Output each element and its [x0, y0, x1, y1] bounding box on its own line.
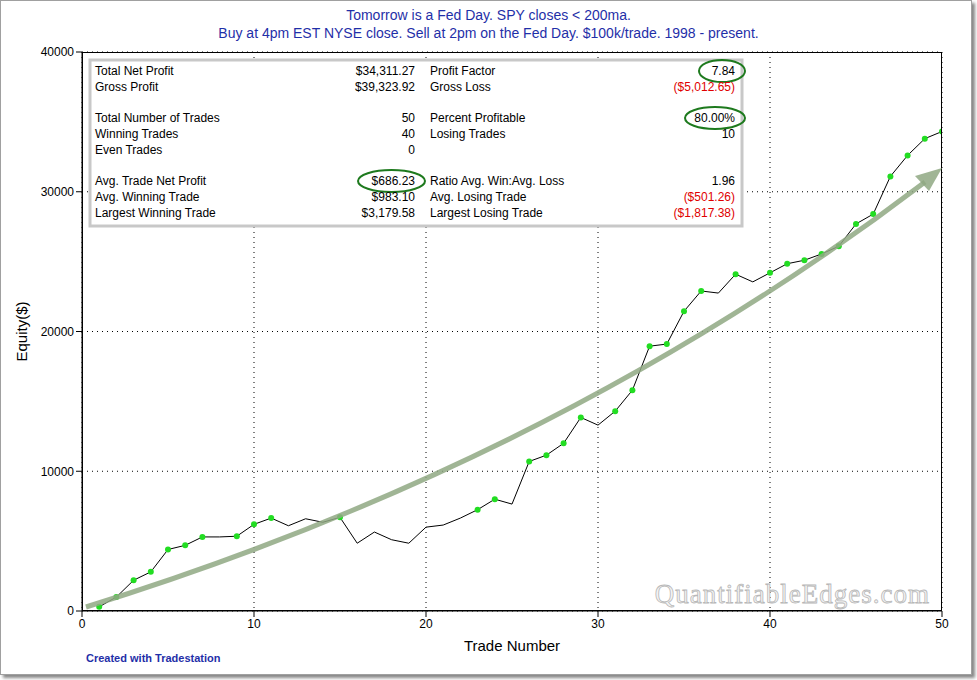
svg-text:0: 0 [408, 143, 415, 157]
svg-text:80.00%: 80.00% [694, 111, 735, 125]
svg-text:40: 40 [763, 617, 777, 631]
svg-text:Total Number of Trades: Total Number of Trades [95, 111, 220, 125]
svg-text:Avg. Trade Net Profit: Avg. Trade Net Profit [95, 174, 207, 188]
svg-text:Percent Profitable: Percent Profitable [430, 111, 526, 125]
svg-text:QuantifiableEdges.com: QuantifiableEdges.com [655, 579, 930, 609]
svg-text:Profit Factor: Profit Factor [430, 64, 495, 78]
svg-text:$39,323.92: $39,323.92 [355, 80, 415, 94]
svg-text:Largest Losing Trade: Largest Losing Trade [430, 206, 543, 220]
svg-text:50: 50 [402, 111, 416, 125]
svg-text:($501.26): ($501.26) [684, 190, 735, 204]
svg-text:$686.23: $686.23 [372, 174, 416, 188]
svg-text:Created with Tradestation: Created with Tradestation [86, 652, 221, 664]
svg-text:20: 20 [419, 617, 433, 631]
svg-text:Ratio Avg. Win:Avg. Loss: Ratio Avg. Win:Avg. Loss [430, 174, 564, 188]
svg-text:Gross Profit: Gross Profit [95, 80, 159, 94]
svg-text:Largest Winning Trade: Largest Winning Trade [95, 206, 216, 220]
svg-text:50: 50 [935, 617, 949, 631]
svg-text:40: 40 [402, 127, 416, 141]
html-text:Tomorrow is a Fed Day. SPY clo: Tomorrow is a Fed Day. SPY closes < 200m… [346, 7, 631, 23]
svg-text:20000: 20000 [41, 325, 75, 339]
svg-text:10000: 10000 [41, 465, 75, 479]
svg-text:$983.10: $983.10 [372, 190, 416, 204]
svg-text:Avg. Winning Trade: Avg. Winning Trade [95, 190, 200, 204]
svg-text:7.84: 7.84 [712, 64, 736, 78]
svg-text:Total Net Profit: Total Net Profit [95, 64, 174, 78]
svg-text:Equity($): Equity($) [13, 301, 30, 361]
svg-text:Even Trades: Even Trades [95, 143, 162, 157]
svg-text:($1,817.38): ($1,817.38) [674, 206, 735, 220]
svg-text:Losing Trades: Losing Trades [430, 127, 505, 141]
svg-text:1.96: 1.96 [712, 174, 736, 188]
html-text:Buy at 4pm EST NYSE close. Sel: Buy at 4pm EST NYSE close. Sell at 2pm o… [218, 25, 759, 41]
svg-text:30000: 30000 [41, 185, 75, 199]
svg-text:$34,311.27: $34,311.27 [356, 64, 415, 78]
svg-text:Avg. Losing Trade: Avg. Losing Trade [430, 190, 527, 204]
svg-text:Winning Trades: Winning Trades [95, 127, 178, 141]
svg-text:$3,179.58: $3,179.58 [362, 206, 416, 220]
svg-text:($5,012.65): ($5,012.65) [674, 80, 735, 94]
svg-text:30: 30 [591, 617, 605, 631]
svg-text:10: 10 [722, 127, 736, 141]
svg-text:0: 0 [67, 604, 74, 618]
svg-text:Trade Number: Trade Number [464, 637, 560, 654]
svg-text:0: 0 [79, 617, 86, 631]
svg-text:40000: 40000 [41, 45, 75, 59]
svg-text:10: 10 [247, 617, 261, 631]
svg-text:Gross Loss: Gross Loss [430, 80, 491, 94]
